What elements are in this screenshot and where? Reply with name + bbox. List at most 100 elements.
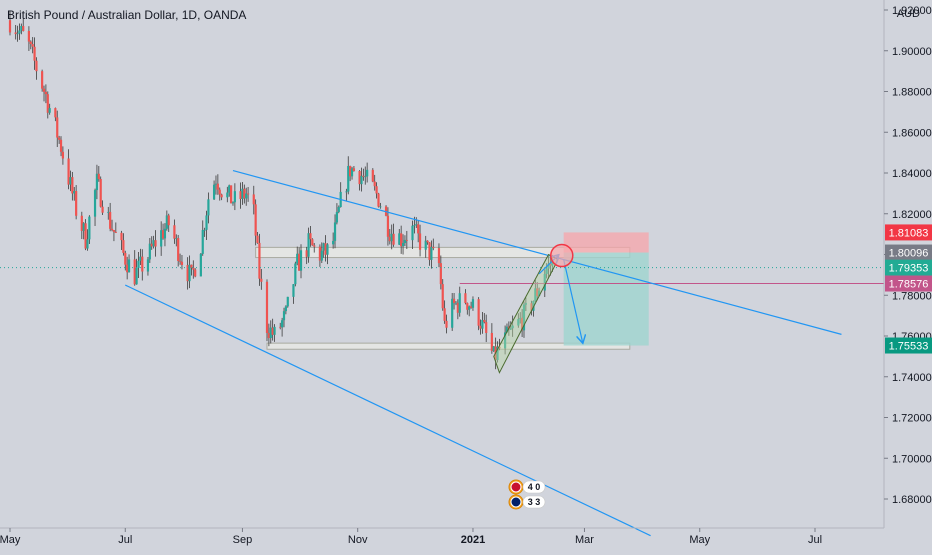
position-target-zone[interactable] <box>563 252 649 346</box>
uk-events-marker-badge[interactable] <box>522 480 546 494</box>
candle-body <box>430 246 433 260</box>
candle-body <box>267 332 270 339</box>
candle-body <box>492 346 495 351</box>
candle-body <box>148 243 151 260</box>
candle-body <box>522 304 526 331</box>
candle-body <box>432 246 435 249</box>
candle-body <box>481 320 484 329</box>
candle-body <box>177 238 180 261</box>
candle-body <box>95 173 99 191</box>
stop-price-label: 1.81083 <box>889 227 929 239</box>
candle-body <box>392 233 395 245</box>
candle-body <box>426 240 429 243</box>
candle-body <box>165 215 168 229</box>
y-tick-label: 1.72000 <box>892 413 932 425</box>
x-tick-label: Sep <box>233 534 253 546</box>
candle-body <box>29 41 32 45</box>
candle-body <box>405 239 408 241</box>
rising-channel[interactable] <box>493 253 559 374</box>
candle-body <box>199 253 202 277</box>
candle-body <box>384 206 388 216</box>
candle-body <box>44 91 48 95</box>
candle-body <box>411 225 414 241</box>
candle-body <box>114 231 117 233</box>
candle-body <box>86 239 89 249</box>
au-events-marker-text: 3 3 <box>528 497 541 507</box>
candle-body <box>233 191 236 203</box>
candle-body <box>120 232 123 241</box>
candle-body <box>229 185 233 204</box>
candle-body <box>521 317 524 331</box>
candle-body <box>33 46 36 61</box>
candle-body <box>265 281 269 333</box>
candle-body <box>326 244 329 255</box>
position-stop-zone[interactable] <box>563 232 649 253</box>
candle-body <box>31 44 34 47</box>
candle-body <box>458 293 461 313</box>
y-tick-label: 1.90000 <box>892 46 932 58</box>
support-zone[interactable] <box>266 342 631 350</box>
au-events-marker-badge[interactable] <box>522 495 546 509</box>
candle-body <box>386 215 390 237</box>
candle-body <box>18 30 21 34</box>
candle-body <box>437 248 441 264</box>
candle-body <box>252 194 255 205</box>
candle-body <box>110 228 114 231</box>
candle-body <box>452 298 456 303</box>
candle-body <box>269 327 272 339</box>
candle-body <box>498 346 501 349</box>
candle-body <box>549 263 552 266</box>
entry-marker-circle[interactable] <box>550 243 574 268</box>
candle-body <box>109 211 112 229</box>
x-tick-label: Nov <box>348 534 368 546</box>
candle-body <box>256 235 259 243</box>
candle-body <box>286 296 289 307</box>
candle-body <box>443 308 446 321</box>
upper-trendline[interactable] <box>232 169 842 335</box>
projection-arrow-2[interactable] <box>563 259 583 343</box>
candle-body <box>273 326 276 335</box>
candle-body <box>48 108 51 113</box>
candle-body <box>99 178 102 207</box>
candle-body <box>364 176 367 178</box>
candle-body <box>439 263 442 285</box>
candle-body <box>27 30 30 42</box>
candle-body <box>271 327 274 335</box>
y-tick-label: 1.86000 <box>892 127 932 139</box>
stop-price-label-box <box>885 224 932 241</box>
candle-body <box>124 252 127 265</box>
au-events-marker-flag-icon[interactable] <box>510 496 522 508</box>
level-price-label: 1.78576 <box>889 279 929 291</box>
candle-body <box>503 332 507 349</box>
candle-body <box>335 211 339 223</box>
candle-body <box>122 240 125 253</box>
candle-body <box>509 328 512 330</box>
candle-body <box>294 263 297 285</box>
candle-body <box>260 278 263 282</box>
candle-body <box>352 168 356 172</box>
uk-events-marker-flag-icon[interactable] <box>510 481 522 493</box>
candle-body <box>284 306 287 312</box>
candle-body <box>360 175 363 185</box>
y-tick-label: 1.68000 <box>892 494 932 506</box>
candle-body <box>483 320 486 323</box>
candle-body <box>362 175 365 177</box>
candle-body <box>254 204 257 236</box>
candle-body <box>73 191 76 194</box>
entry-price-label: 1.80096 <box>889 248 929 260</box>
candle-body <box>180 261 184 266</box>
lower-trendline[interactable] <box>125 284 651 537</box>
candle-body <box>58 137 61 140</box>
candle-body <box>468 306 471 310</box>
candle-body <box>133 259 136 285</box>
y-tick-label: 1.74000 <box>892 372 932 384</box>
candle-body <box>112 230 116 232</box>
candle-body <box>333 222 337 241</box>
candle-body <box>22 26 25 31</box>
candle-body <box>207 199 210 216</box>
candle-body <box>93 190 97 217</box>
candle-body <box>201 230 204 254</box>
candle-body <box>212 184 216 200</box>
